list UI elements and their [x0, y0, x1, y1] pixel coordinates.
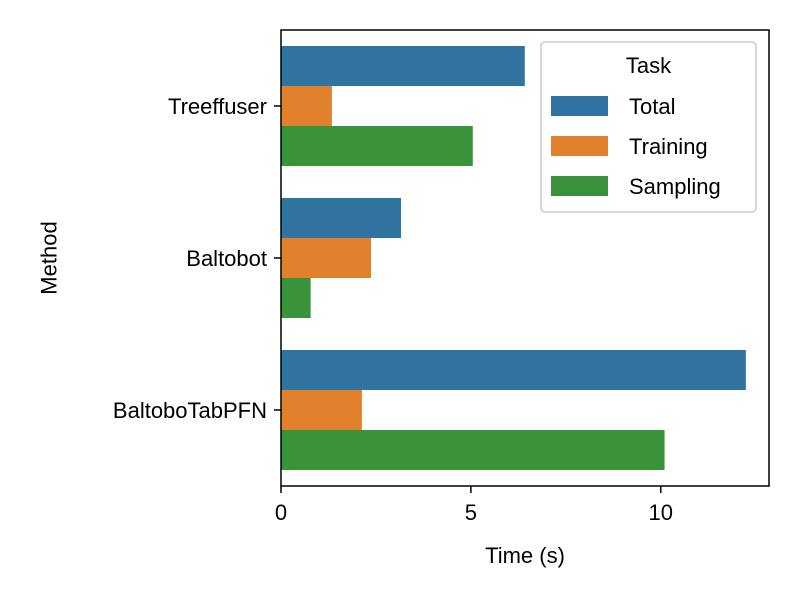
- x-ticks-group: 0 5 10: [275, 486, 673, 525]
- bar-sampling-treeffuser: [281, 126, 473, 166]
- legend-swatch-sampling: [551, 176, 608, 196]
- y-ticks-group: Treeffuser Baltobot BaltoboTabPFN: [113, 94, 281, 423]
- bar-total-treeffuser: [281, 46, 525, 86]
- bar-sampling-baltobot: [281, 278, 311, 318]
- bar-total-baltobotabpfn: [281, 350, 746, 390]
- bar-training-baltobotabpfn: [281, 390, 362, 430]
- y-axis-label: Method: [37, 221, 62, 294]
- x-axis-label: Time (s): [485, 543, 565, 568]
- x-tick-label: 0: [275, 500, 287, 525]
- x-tick-label: 5: [465, 500, 477, 525]
- bar-sampling-baltobotabpfn: [281, 430, 665, 470]
- x-tick-label: 10: [649, 500, 673, 525]
- legend-label-sampling: Sampling: [629, 174, 721, 199]
- bars-group: [281, 46, 746, 470]
- bar-training-treeffuser: [281, 86, 332, 126]
- y-tick-label: Treeffuser: [168, 94, 267, 119]
- legend: Task Total Training Sampling: [540, 41, 757, 213]
- bar-training-baltobot: [281, 238, 372, 278]
- y-tick-label: Baltobot: [186, 246, 267, 271]
- legend-box: [540, 41, 757, 213]
- y-tick-label: BaltoboTabPFN: [113, 398, 267, 423]
- legend-label-training: Training: [629, 134, 708, 159]
- legend-swatch-total: [551, 96, 608, 116]
- legend-label-total: Total: [629, 94, 675, 119]
- bar-total-baltobot: [281, 198, 402, 238]
- legend-title: Task: [626, 53, 672, 78]
- legend-swatch-training: [551, 136, 608, 156]
